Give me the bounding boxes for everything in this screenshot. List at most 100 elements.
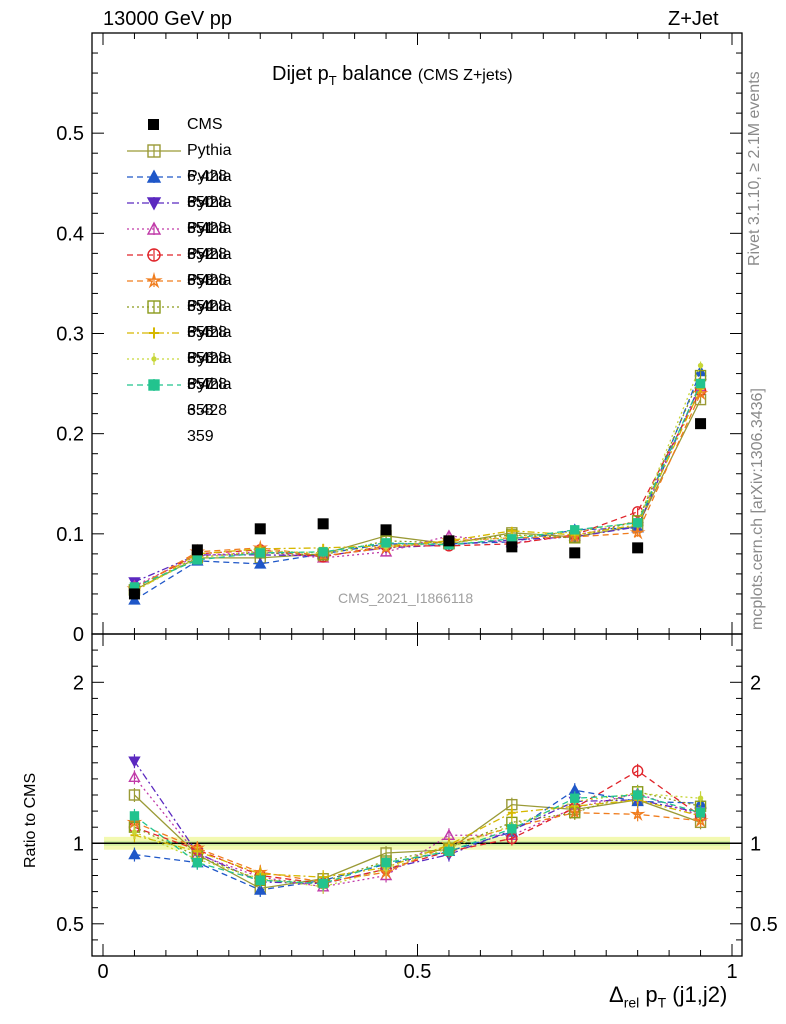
series-point-351	[128, 593, 141, 605]
y-tick-label: 0.2	[56, 424, 84, 446]
legend-symbol	[146, 169, 162, 183]
series-point-359	[381, 538, 391, 548]
cms-data-point	[569, 547, 581, 559]
x-axis-label-t: T	[657, 994, 667, 1011]
ratio-point-359	[192, 857, 203, 868]
ratio-panel-marks	[92, 754, 742, 897]
x-axis-label-rest: (j1,j2)	[666, 982, 728, 1007]
legend-marker	[127, 353, 181, 365]
ratio-point-358	[131, 829, 138, 835]
ratio-point-359	[318, 878, 328, 889]
top-y-axis-label: 1 σ dσ d(Δrel pj1,j2T)	[4, 48, 8, 154]
x-axis-label: Δrel pT (j1,j2)	[609, 982, 727, 1010]
ratio-line-355	[134, 812, 701, 883]
legend-marker	[127, 144, 181, 158]
legend-label: Pythia 6.428 353	[187, 220, 232, 289]
ratio-line-354	[134, 770, 701, 885]
svg-text:d(Δrel pj1,j2T): d(Δrel pj1,j2T)	[4, 48, 8, 154]
legend-label: Pythia 6.428 351	[187, 168, 232, 237]
ratio-point-359	[695, 808, 706, 818]
legend-marker	[127, 271, 181, 289]
chart-title-main: Dijet p	[272, 63, 329, 85]
legend-symbol	[151, 356, 157, 362]
series-line-350	[134, 399, 702, 591]
legend-symbol	[147, 248, 161, 262]
legend-marker	[127, 197, 181, 211]
ratio-point-350	[128, 789, 141, 801]
ratio-point-359	[570, 793, 580, 803]
series-point-359	[255, 548, 265, 558]
y-tick-label: 0.3	[56, 324, 84, 346]
series-line-358	[134, 365, 702, 592]
ratio-point-359	[381, 857, 391, 868]
x-axis-label-rel: rel	[623, 994, 640, 1011]
legend-symbol	[147, 144, 161, 158]
legend-symbol	[149, 328, 159, 338]
ratio-point-359	[632, 790, 643, 800]
legend-symbol	[145, 271, 163, 289]
ratio-y-axis-label: Ratio to CMS	[22, 772, 39, 868]
ratio-point-354	[631, 765, 644, 777]
cms-data-point	[191, 544, 203, 556]
cms-data-point	[380, 524, 392, 536]
ratio-point-351	[254, 883, 267, 895]
y-tick-label: 0.1	[56, 524, 84, 546]
legend-label: Pythia 6.428 358	[187, 350, 232, 419]
legend-marker	[127, 300, 181, 314]
mcplots-label: mcplots.cern.ch [arXiv:1306.3436]	[749, 388, 766, 630]
y-tick-label: 2	[73, 672, 84, 694]
series-line-357	[134, 388, 702, 593]
legend-marker-cms	[148, 119, 159, 130]
y-tick-label-right: 0.5	[750, 914, 778, 936]
y-tick-label-right: 2	[750, 672, 761, 694]
rivet-label: Rivet 3.1.10, ≥ 2.1M events	[746, 71, 763, 266]
ratio-panel-frame: 0.5 0.5 1 1 2 2 0 0.5 1	[56, 633, 778, 983]
y-tick-label-right: 1	[750, 833, 761, 855]
legend-label: Pythia 6.428 355	[187, 272, 232, 341]
ratio-line-359	[134, 794, 701, 885]
ratio-point-352	[128, 756, 141, 768]
cms-data-point	[317, 518, 329, 530]
series-line-359	[134, 383, 702, 588]
series-point-351	[254, 557, 267, 569]
y-tick-label: 0	[73, 624, 84, 646]
series-point-359	[632, 518, 643, 528]
legend-symbol	[146, 197, 162, 211]
legend-marker	[127, 248, 181, 262]
chart-title: Dijet pT balance (CMS Z+jets)	[272, 63, 513, 88]
legend-marker	[127, 169, 181, 183]
chart-title-note: (CMS Z+jets)	[417, 67, 513, 84]
legend-symbol	[148, 379, 160, 391]
ratio-point-355	[629, 808, 646, 822]
header-right: Z+Jet	[668, 8, 719, 30]
x-axis-label-delta: Δ	[609, 982, 624, 1007]
x-tick-label: 0.5	[404, 961, 432, 983]
legend-symbol	[146, 221, 162, 235]
cms-data-point	[443, 535, 455, 547]
ratio-point-359	[255, 875, 265, 886]
legend-label: Pythia 6.428 357	[187, 324, 232, 393]
ratio-point-359	[444, 846, 454, 857]
chart-title-rest: balance	[336, 63, 413, 85]
y-tick-label: 0.5	[56, 123, 84, 145]
ratio-line-351	[134, 789, 701, 891]
ratio-line-353	[133, 776, 701, 888]
header-left: 13000 GeV pp	[103, 8, 232, 30]
x-tick-label: 1	[726, 961, 737, 983]
ratio-point-358	[697, 795, 704, 801]
y-tick-label: 1	[73, 833, 84, 855]
ratio-point-359	[129, 811, 140, 821]
cms-data-point	[128, 588, 140, 600]
legend-label: Pythia 6.428 354	[187, 246, 232, 315]
legend-label: Pythia 6.428 356	[187, 298, 232, 367]
series-point-355	[629, 527, 646, 540]
ratio-line-352	[133, 760, 701, 885]
cms-data-point	[695, 418, 707, 430]
ratio-point-351	[128, 848, 141, 860]
x-tick-label: 0	[97, 961, 108, 983]
legend-label: Pythia 6.428 350	[187, 142, 232, 211]
cms-data-point	[632, 542, 644, 554]
ratio-point-359	[507, 824, 517, 834]
legend-symbol	[147, 300, 161, 314]
ratio-line-358	[134, 792, 701, 888]
